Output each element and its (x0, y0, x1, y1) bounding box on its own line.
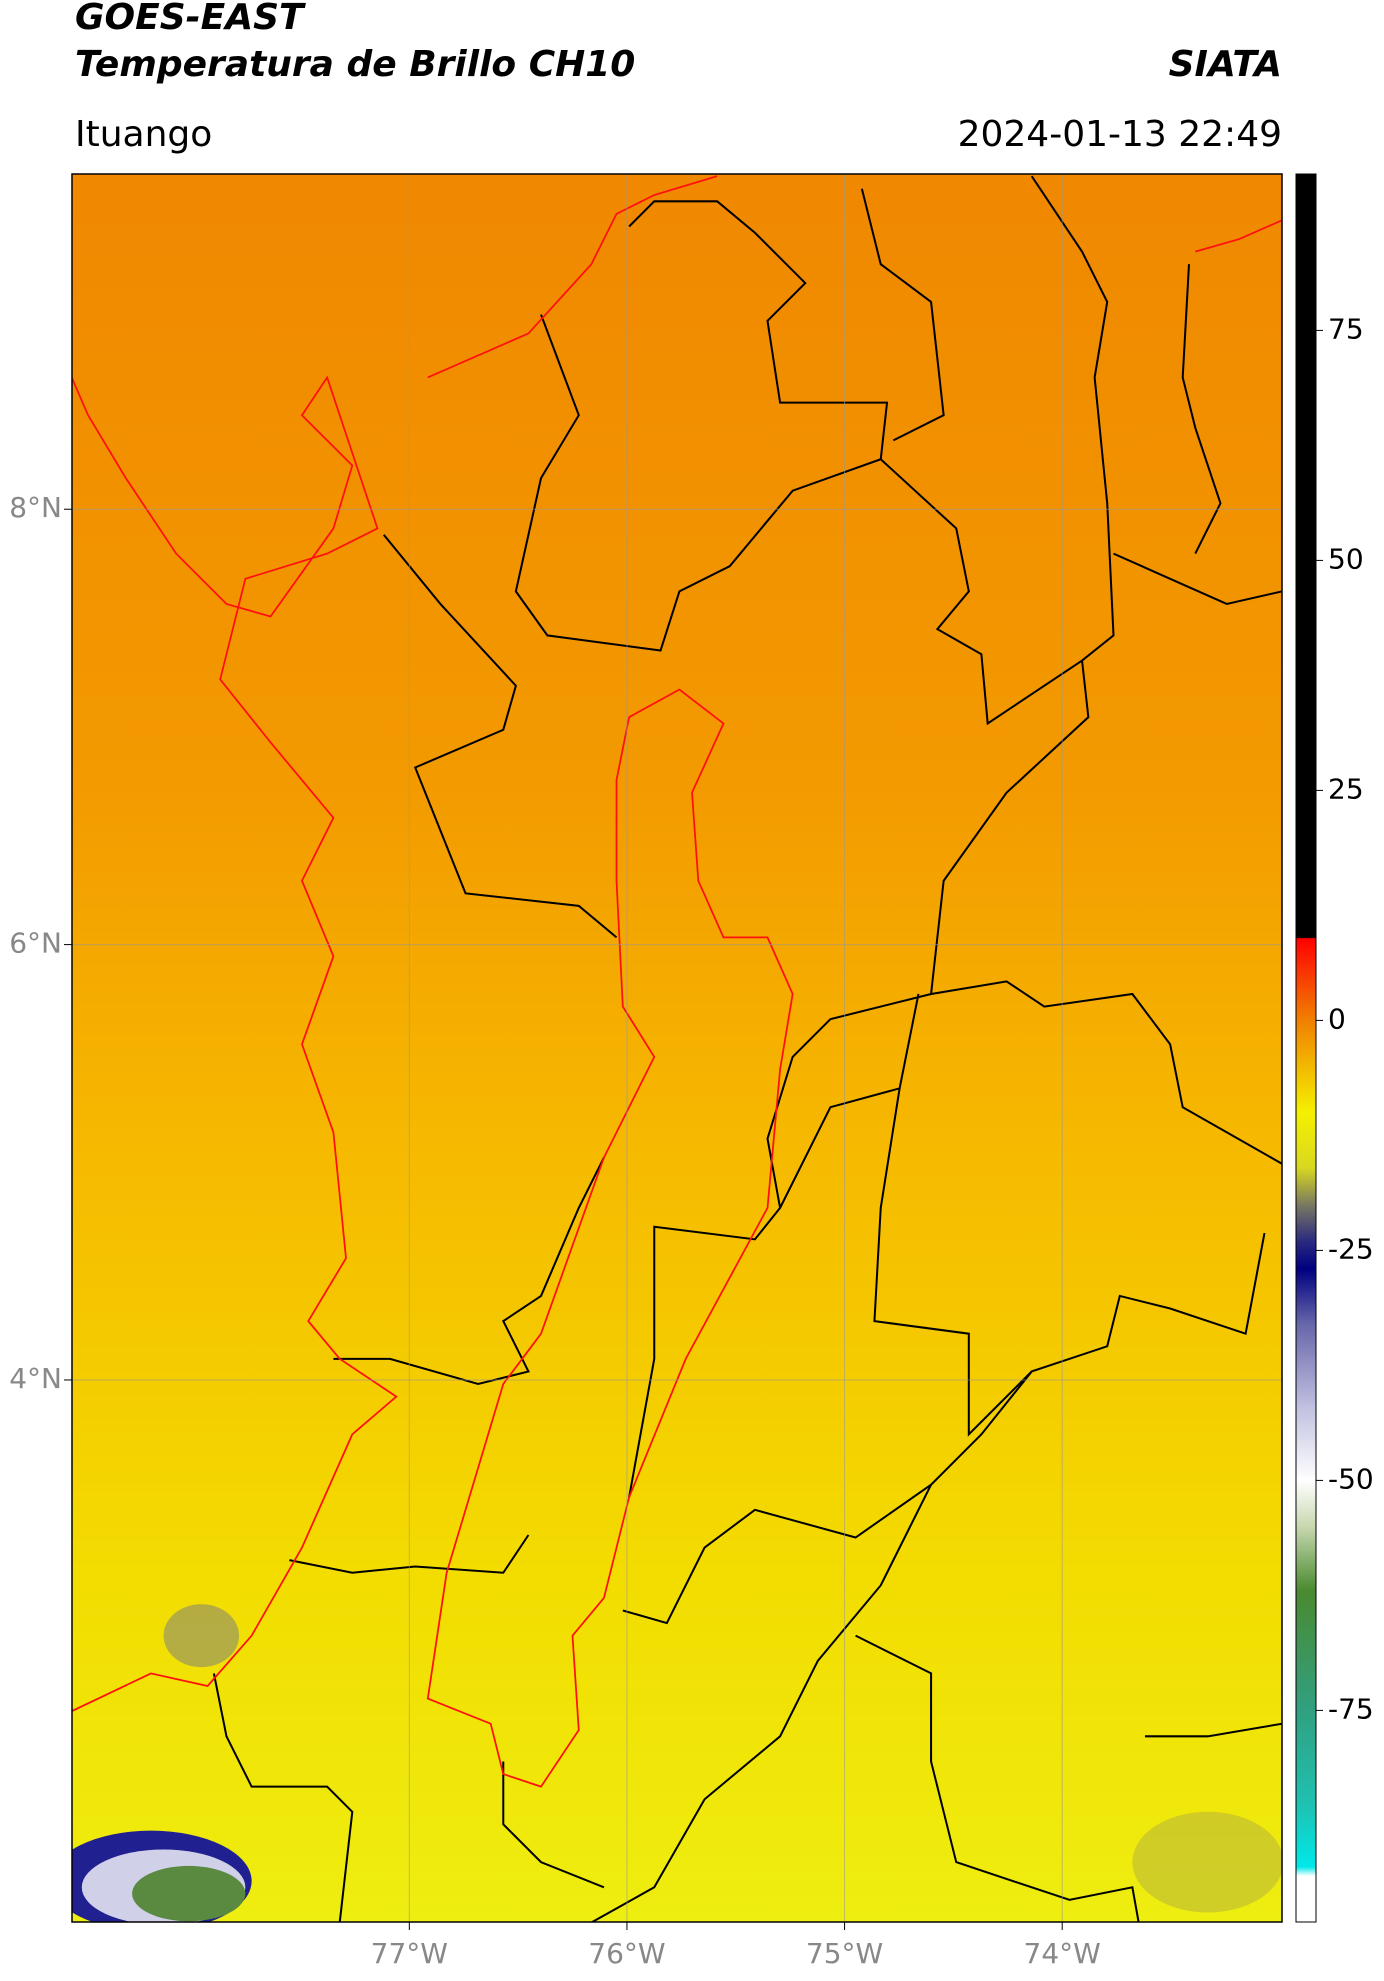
y-tick-label: 4°N (9, 1362, 62, 1395)
satellite: GOES-EAST (75, 0, 306, 38)
map-features (72, 175, 1282, 1922)
map-background (72, 174, 1282, 1922)
axis: 77°W 76°W 75°W 74°W 4°N 6°N 8°N (9, 174, 1282, 1970)
x-tick-label: 76°W (588, 1937, 665, 1970)
colorbar-tick-label: -75 (1328, 1692, 1374, 1725)
x-tick-label: 75°W (806, 1937, 883, 1970)
cloud (1132, 1811, 1282, 1913)
boundaries (212, 175, 1282, 1922)
agency: SIATA (1169, 44, 1282, 85)
x-tick-label: 74°W (1024, 1937, 1101, 1970)
colorbar-tick-label: -50 (1328, 1462, 1374, 1495)
colorbar-tick-label: 75 (1328, 312, 1364, 345)
map (72, 174, 1282, 1922)
cloud (132, 1865, 246, 1922)
location: Ituango (75, 114, 212, 155)
datetime: 2024-01-13 22:49 (958, 114, 1282, 155)
region-outline (72, 175, 1282, 1788)
y-tick-label: 8°N (9, 491, 62, 524)
colorbar-tick-label: 50 (1328, 542, 1364, 575)
map-frame (71, 173, 1283, 1923)
cloud (163, 1604, 240, 1668)
colorbar-tick-label: 25 (1328, 772, 1364, 805)
x-tick-label: 77°W (371, 1937, 448, 1970)
colorbar-tick-label: 0 (1328, 1002, 1346, 1035)
colorbar-tick-label: -25 (1328, 1232, 1374, 1265)
y-tick-label: 6°N (9, 927, 62, 960)
colorbar (1295, 173, 1317, 1923)
product: Temperatura de Brillo CH10 (75, 44, 635, 85)
